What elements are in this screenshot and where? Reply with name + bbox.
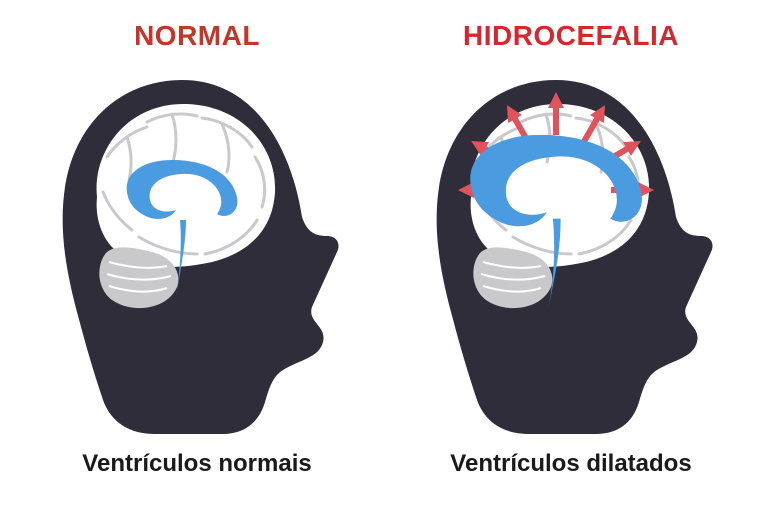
brain — [97, 104, 276, 267]
caption-normal: Ventrículos normais — [82, 450, 311, 478]
title-hydrocephalus: HIDROCEFALIA — [463, 20, 679, 52]
panel-normal: NORMAL — [17, 20, 376, 478]
head-diagram-hydrocephalus — [411, 62, 731, 442]
caption-hydrocephalus: Ventrículos dilatados — [450, 450, 691, 478]
head-diagram-normal — [37, 62, 357, 442]
title-normal: NORMAL — [134, 20, 260, 52]
panel-hydrocephalus: HIDROCEFALIA — [391, 20, 750, 478]
